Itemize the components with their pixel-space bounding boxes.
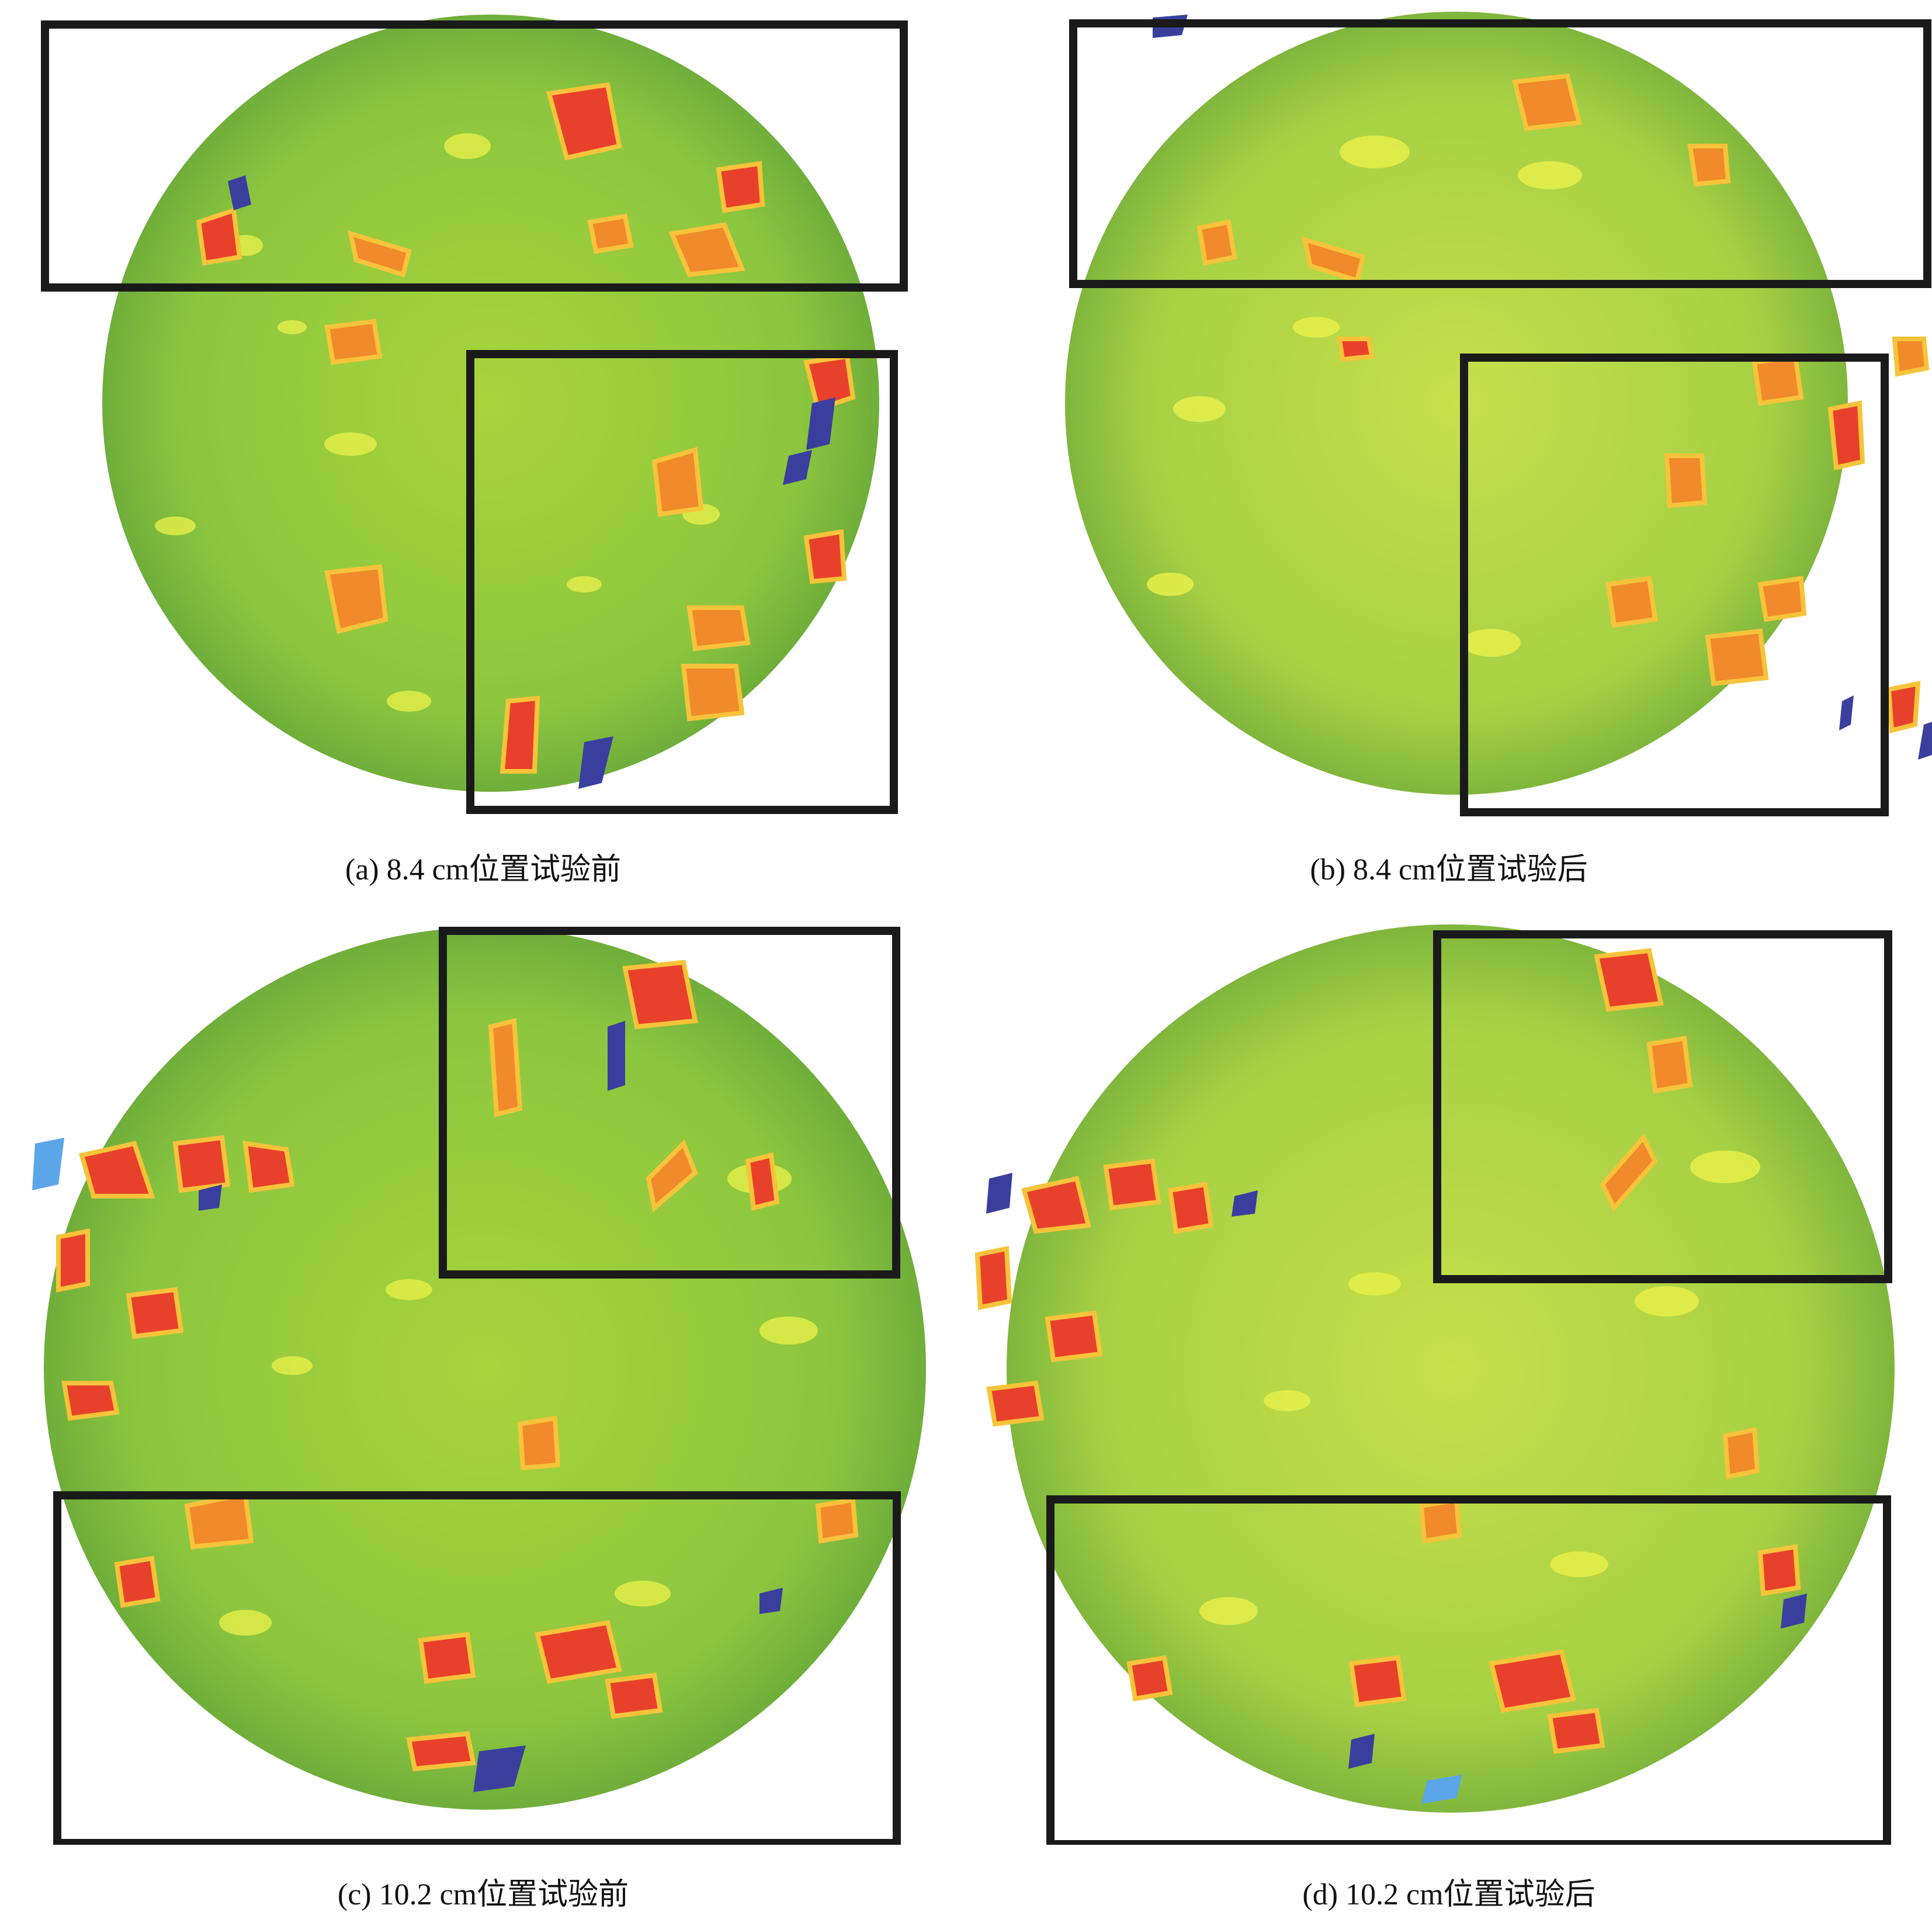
caption-b: (b) 8.4 cm位置试验后 [1310, 853, 1588, 886]
caption-c: (c) 10.2 cm位置试验前 [337, 1878, 629, 1911]
specimen-cross-section [1007, 924, 1895, 1813]
highlight-frame-top [1069, 19, 1931, 288]
caption-a: (a) 8.4 cm位置试验前 [345, 853, 622, 886]
panel-c: (c) 10.2 cm位置试验前 [0, 922, 966, 1911]
specimen-cross-section [102, 15, 879, 792]
voids [32, 1021, 783, 1792]
panel-d: (d) 10.2 cm位置试验后 [966, 922, 1932, 1911]
ct-slice-c [32, 927, 926, 1845]
ct-slice-d [974, 924, 1895, 1845]
panel-a: (a) 8.4 cm位置试验前 [0, 0, 966, 963]
aggregates [56, 959, 859, 1772]
panel-b: (b) 8.4 cm位置试验后 [966, 0, 1932, 963]
highlight-frame-bottom-right [1460, 354, 1889, 816]
highlight-frame-bottom-right [466, 350, 898, 814]
ct-slice-a [41, 15, 908, 814]
matrix-highlights [1147, 136, 1582, 657]
highlight-frame-bottom [1046, 1495, 1891, 1845]
ct-slice-b [1065, 12, 1932, 816]
voids [986, 1173, 1807, 1804]
highlight-frame-top [41, 20, 908, 292]
aggregates [974, 948, 1801, 1754]
highlight-frame-top-right [439, 927, 900, 1279]
aggregates [1196, 73, 1930, 734]
caption-d: (d) 10.2 cm位置试验后 [1302, 1878, 1595, 1911]
specimen-cross-section [44, 927, 926, 1810]
matrix-highlights [1199, 1151, 1760, 1625]
highlight-frame-top-right [1433, 930, 1892, 1283]
voids [228, 175, 835, 789]
highlight-frame-bottom [53, 1491, 901, 1845]
aggregates [196, 82, 856, 774]
